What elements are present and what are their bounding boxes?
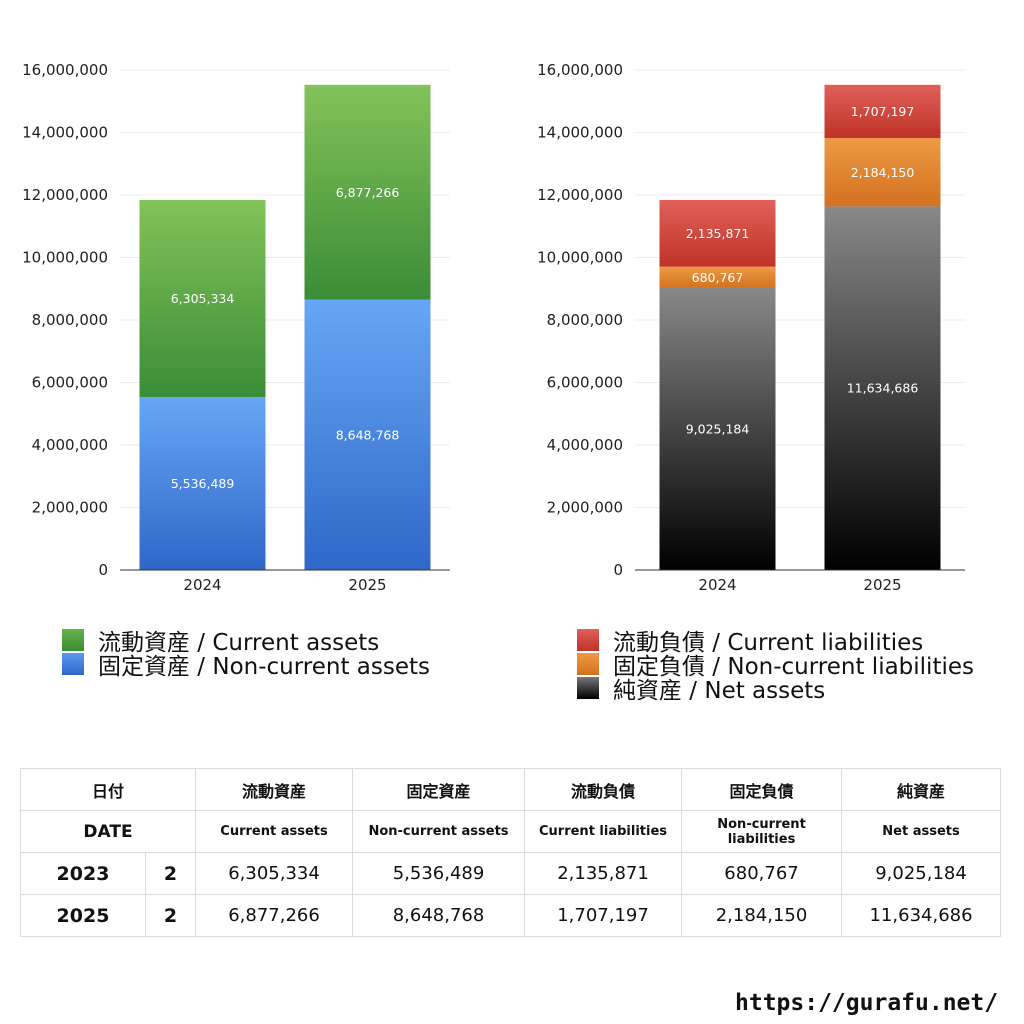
cell-net-assets: 11,634,686 <box>841 894 1002 937</box>
legend-swatch-net-assets <box>577 677 599 699</box>
site-url-link[interactable]: https://gurafu.net/ <box>735 990 999 1016</box>
header-net-assets-en: Net assets <box>841 810 1002 853</box>
liab-y-tick-label: 0 <box>613 561 623 579</box>
assets-chart-svg: 0 2,000,000 4,000,000 6,000,000 8,000,000 10,… <box>22 61 450 594</box>
table-header-row-jp: 日付 流動資産 固定資産 流動負債 固定負債 純資産 <box>19 768 1002 811</box>
liab-y-tick-label: 14,000,000 <box>537 124 623 142</box>
liab-bar-value-label: 680,767 <box>692 270 744 285</box>
assets-y-tick-label: 14,000,000 <box>22 124 108 142</box>
liab-y-tick-label: 4,000,000 <box>547 436 623 454</box>
liab-y-tick-label: 16,000,000 <box>537 61 623 79</box>
liab-bar-segment <box>659 266 776 288</box>
assets-y-tick-label: 6,000,000 <box>32 374 108 392</box>
assets-y-tick-label: 2,000,000 <box>32 499 108 517</box>
legend-label: 固定資産 / Non-current assets <box>98 654 431 680</box>
assets-y-tick-label: 12,000,000 <box>22 186 108 204</box>
liab-y-tick-label: 6,000,000 <box>547 374 623 392</box>
assets-bar-value-label: 6,877,266 <box>336 185 400 200</box>
liabilities-chart: 0 2,000,000 4,000,000 6,000,000 8,000,000 10,… <box>512 40 1024 610</box>
cell-current-liabilities: 1,707,197 <box>524 894 683 937</box>
cell-net-assets: 9,025,184 <box>841 852 1002 895</box>
assets-bar-segment <box>304 84 431 300</box>
assets-bar-value-label: 8,648,768 <box>336 427 400 442</box>
liab-bar-segment <box>824 84 941 139</box>
assets-y-tick-label: 16,000,000 <box>22 61 108 79</box>
header-current-assets-en: Current assets <box>195 810 354 853</box>
liab-y-tick-label: 8,000,000 <box>547 311 623 329</box>
cell-current-liabilities: 2,135,871 <box>524 852 683 895</box>
table-row: 2023 2 6,305,334 5,536,489 2,135,871 680… <box>20 852 1002 895</box>
assets-bar-value-label: 6,305,334 <box>171 291 235 306</box>
cell-non-current-assets: 8,648,768 <box>352 894 526 937</box>
cell-non-current-liabilities: 680,767 <box>681 852 843 895</box>
liab-bar-value-label: 11,634,686 <box>847 381 919 396</box>
header-current-assets-jp: 流動資産 <box>195 768 354 811</box>
assets-y-tick-label: 8,000,000 <box>32 311 108 329</box>
table-header-row-en: DATE Current assets Non-current assets C… <box>19 810 1002 853</box>
liab-x-tick-label: 2024 <box>698 576 736 594</box>
legend-item-non-current-liabilities: 固定負債 / Non-current liabilities <box>577 652 974 680</box>
assets-legend: 流動資産 / Current assets 固定資産 / Non-current… <box>62 628 430 680</box>
assets-bar-segment <box>139 396 266 570</box>
header-non-current-assets-en: Non-current assets <box>352 810 526 853</box>
liab-y-tick-label: 12,000,000 <box>537 186 623 204</box>
liab-bar-segment <box>824 138 941 207</box>
legend-item-current-assets: 流動資産 / Current assets <box>62 628 430 656</box>
liab-bar-segment <box>659 199 776 267</box>
liab-y-tick-label: 2,000,000 <box>547 499 623 517</box>
assets-x-tick-label: 2025 <box>348 576 386 594</box>
row-count: 2 <box>144 894 197 937</box>
row-count: 2 <box>144 852 197 895</box>
legend-label: 固定負債 / Non-current liabilities <box>613 654 974 680</box>
liab-bar-value-label: 2,184,150 <box>851 165 915 180</box>
liab-bar-value-label: 2,135,871 <box>686 226 750 241</box>
header-current-liabilities-en: Current liabilities <box>524 810 683 853</box>
assets-bar-segment <box>304 299 431 570</box>
header-current-liabilities-jp: 流動負債 <box>524 768 683 811</box>
row-year: 2023 <box>20 852 146 895</box>
cell-non-current-assets: 5,536,489 <box>352 852 526 895</box>
row-year: 2025 <box>20 894 146 937</box>
legend-item-non-current-assets: 固定資産 / Non-current assets <box>62 652 430 680</box>
cell-non-current-liabilities: 2,184,150 <box>681 894 843 937</box>
legend-swatch-current-liabilities <box>577 629 599 651</box>
legend-item-net-assets: 純資産 / Net assets <box>577 676 974 704</box>
assets-x-tick-label: 2024 <box>183 576 221 594</box>
assets-bar-segment <box>139 199 266 397</box>
header-date-en: DATE <box>19 810 197 853</box>
liab-bar-value-label: 9,025,184 <box>686 421 750 436</box>
legend-label: 流動負債 / Current liabilities <box>613 630 924 656</box>
liabilities-chart-svg: 0 2,000,000 4,000,000 6,000,000 8,000,000 10,… <box>537 61 965 594</box>
header-non-current-liabilities-jp: 固定負債 <box>681 768 843 811</box>
legend-label: 流動資産 / Current assets <box>98 630 380 656</box>
header-net-assets-jp: 純資産 <box>841 768 1002 811</box>
assets-chart: 0 2,000,000 4,000,000 6,000,000 8,000,000 10,… <box>0 40 512 610</box>
legend-swatch-current-assets <box>62 629 84 651</box>
data-table-container: 日付 流動資産 固定資産 流動負債 固定負債 純資産 DATE Current … <box>19 768 1002 937</box>
cell-current-assets: 6,305,334 <box>195 852 354 895</box>
assets-y-tick-label: 0 <box>98 561 108 579</box>
assets-y-tick-label: 4,000,000 <box>32 436 108 454</box>
table-row: 2025 2 6,877,266 8,648,768 1,707,197 2,1… <box>20 894 1002 937</box>
liab-x-tick-label: 2025 <box>863 576 901 594</box>
cell-current-assets: 6,877,266 <box>195 894 354 937</box>
liab-y-tick-label: 10,000,000 <box>537 249 623 267</box>
legend-item-current-liabilities: 流動負債 / Current liabilities <box>577 628 974 656</box>
liab-bar-value-label: 1,707,197 <box>851 104 915 119</box>
legend-swatch-non-current-assets <box>62 653 84 675</box>
assets-y-tick-label: 10,000,000 <box>22 249 108 267</box>
header-date-jp: 日付 <box>19 768 197 811</box>
liab-bar-segment <box>659 287 776 570</box>
header-non-current-assets-jp: 固定資産 <box>352 768 526 811</box>
legend-swatch-non-current-liabilities <box>577 653 599 675</box>
header-non-current-liabilities-en: Non-current liabilities <box>681 810 843 853</box>
liabilities-legend: 流動負債 / Current liabilities 固定負債 / Non-cu… <box>577 628 974 704</box>
liab-bar-segment <box>824 206 941 570</box>
legend-label: 純資産 / Net assets <box>613 678 826 704</box>
assets-bar-value-label: 5,536,489 <box>171 476 235 491</box>
data-table: 日付 流動資産 固定資産 流動負債 固定負債 純資産 DATE Current … <box>19 768 1002 937</box>
